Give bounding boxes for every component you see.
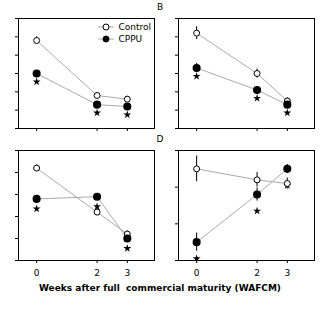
svg-text:3: 3 — [124, 268, 130, 278]
html-text:Weeks after full commercial ma: Weeks after full commercial maturity (WA… — [39, 283, 281, 293]
svg-text:2: 2 — [254, 268, 260, 278]
svg-text:3: 3 — [284, 268, 290, 278]
html-text:B: B — [156, 2, 164, 12]
svg-text:2: 2 — [94, 268, 100, 278]
svg-text:0: 0 — [194, 268, 200, 278]
html-text:Control: Control — [118, 22, 151, 32]
svg-text:0: 0 — [34, 268, 40, 278]
html-text:CPPU: CPPU — [118, 34, 143, 44]
html-text:D: D — [156, 134, 164, 144]
